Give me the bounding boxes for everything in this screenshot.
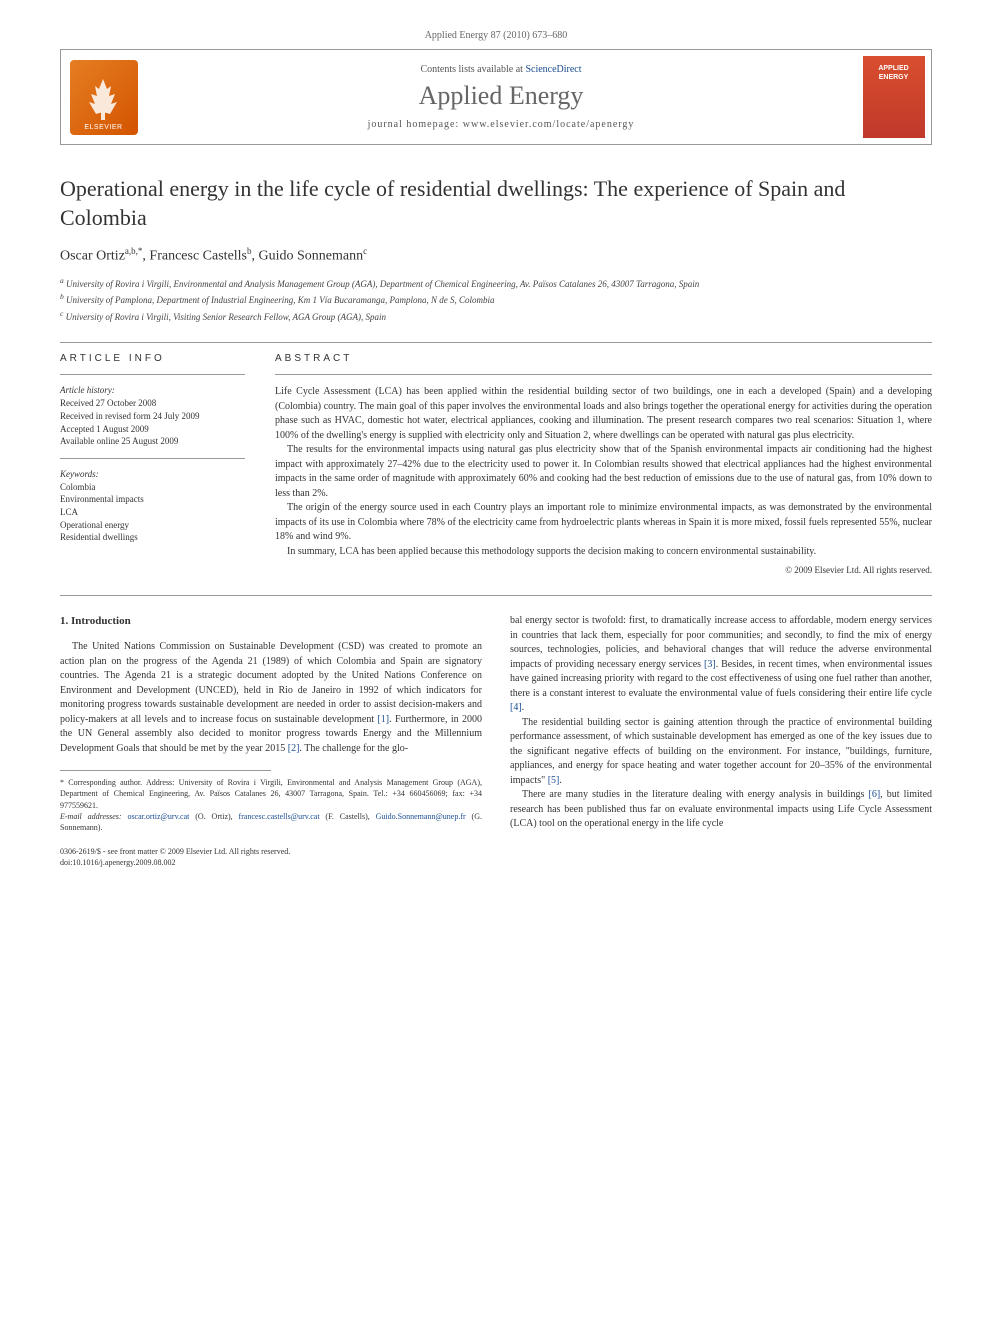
author-1-sup: a,b,*: [125, 246, 143, 256]
body-p3: There are many studies in the literature…: [510, 788, 932, 832]
email-3[interactable]: Guido.Sonnemann@unep.fr: [376, 812, 466, 821]
history-head: Article history:: [60, 385, 245, 395]
journal-banner: ELSEVIER Contents lists available at Sci…: [60, 49, 932, 145]
email-addresses: E-mail addresses: oscar.ortiz@urv.cat (O…: [60, 811, 482, 833]
elsevier-tree-icon: [81, 74, 126, 124]
article-info-col: ARTICLE INFO Article history: Received 2…: [60, 353, 245, 575]
keywords-head: Keywords:: [60, 469, 245, 479]
history-text: Received 27 October 2008 Received in rev…: [60, 397, 245, 447]
section-1-head: 1. Introduction: [60, 614, 482, 630]
contents-prefix: Contents lists available at: [420, 64, 525, 75]
authors: Oscar Ortiza,b,*, Francesc Castellsb, Gu…: [60, 246, 932, 265]
cover-line2: ENERGY: [879, 73, 909, 82]
elsevier-label: ELSEVIER: [84, 124, 122, 131]
cover-line1: APPLIED: [878, 64, 908, 73]
body-col-left: 1. Introduction The United Nations Commi…: [60, 614, 482, 833]
ref-2[interactable]: [2]: [288, 743, 300, 754]
email-2[interactable]: francesc.castells@urv.cat: [239, 812, 320, 821]
abstract-copyright: © 2009 Elsevier Ltd. All rights reserved…: [275, 565, 932, 575]
elsevier-logo: ELSEVIER: [70, 60, 138, 135]
contents-line: Contents lists available at ScienceDirec…: [420, 64, 581, 75]
body-col-right: bal energy sector is twofold: first, to …: [510, 614, 932, 833]
homepage-url: www.elsevier.com/locate/apenergy: [463, 119, 635, 130]
abstract-p2: The results for the environmental impact…: [275, 443, 932, 501]
ref-1[interactable]: [1]: [377, 714, 389, 725]
divider: [60, 374, 245, 375]
affiliation-a: a University of Rovira i Virgili, Enviro…: [60, 275, 932, 292]
article-title: Operational energy in the life cycle of …: [60, 175, 932, 232]
abstract-head: ABSTRACT: [275, 353, 932, 364]
ref-6[interactable]: [6]: [869, 789, 881, 800]
sciencedirect-link[interactable]: ScienceDirect: [525, 64, 581, 75]
ref-4[interactable]: [4]: [510, 702, 522, 713]
divider: [275, 374, 932, 375]
author-2: , Francesc Castells: [142, 249, 247, 264]
body-columns: 1. Introduction The United Nations Commi…: [60, 614, 932, 833]
author-3-sup: c: [363, 246, 367, 256]
section-divider: [60, 595, 932, 596]
affiliations: a University of Rovira i Virgili, Enviro…: [60, 275, 932, 325]
body-p1: The United Nations Commission on Sustain…: [60, 640, 482, 756]
abstract-col: ABSTRACT Life Cycle Assessment (LCA) has…: [275, 353, 932, 575]
divider: [60, 458, 245, 459]
banner-right: APPLIED ENERGY: [856, 50, 931, 144]
abstract-text: Life Cycle Assessment (LCA) has been app…: [275, 385, 932, 559]
body-p1-cont: bal energy sector is twofold: first, to …: [510, 614, 932, 716]
author-3: , Guido Sonnemann: [252, 249, 364, 264]
footnote-divider: [60, 770, 271, 771]
body-p2: The residential building sector is gaini…: [510, 716, 932, 789]
affiliation-c: c University of Rovira i Virgili, Visiti…: [60, 308, 932, 325]
corresponding-author-note: * Corresponding author. Address: Univers…: [60, 777, 482, 811]
homepage-prefix: journal homepage:: [368, 119, 463, 130]
ref-3[interactable]: [3]: [704, 659, 716, 670]
email-1[interactable]: oscar.ortiz@urv.cat: [127, 812, 189, 821]
banner-left: ELSEVIER: [61, 50, 146, 144]
ref-5[interactable]: [5]: [548, 775, 560, 786]
abstract-p3: The origin of the energy source used in …: [275, 501, 932, 545]
article-info-head: ARTICLE INFO: [60, 353, 245, 364]
affiliation-b: b University of Pamplona, Department of …: [60, 291, 932, 308]
footer-issn: 0306-2619/$ - see front matter © 2009 El…: [60, 847, 932, 857]
footer-doi: doi:10.1016/j.apenergy.2009.08.002: [60, 858, 932, 868]
homepage-line: journal homepage: www.elsevier.com/locat…: [368, 119, 635, 130]
author-1: Oscar Ortiz: [60, 249, 125, 264]
keywords-text: Colombia Environmental impacts LCA Opera…: [60, 481, 245, 544]
footnotes: * Corresponding author. Address: Univers…: [60, 777, 482, 833]
journal-cover: APPLIED ENERGY: [863, 56, 925, 138]
journal-name: Applied Energy: [419, 81, 584, 111]
abstract-p1: Life Cycle Assessment (LCA) has been app…: [275, 385, 932, 443]
page-footer: 0306-2619/$ - see front matter © 2009 El…: [60, 847, 932, 868]
info-abstract-row: ARTICLE INFO Article history: Received 2…: [60, 353, 932, 575]
divider: [60, 342, 932, 343]
running-header: Applied Energy 87 (2010) 673–680: [60, 30, 932, 41]
abstract-p4: In summary, LCA has been applied because…: [275, 545, 932, 560]
banner-center: Contents lists available at ScienceDirec…: [146, 50, 856, 144]
